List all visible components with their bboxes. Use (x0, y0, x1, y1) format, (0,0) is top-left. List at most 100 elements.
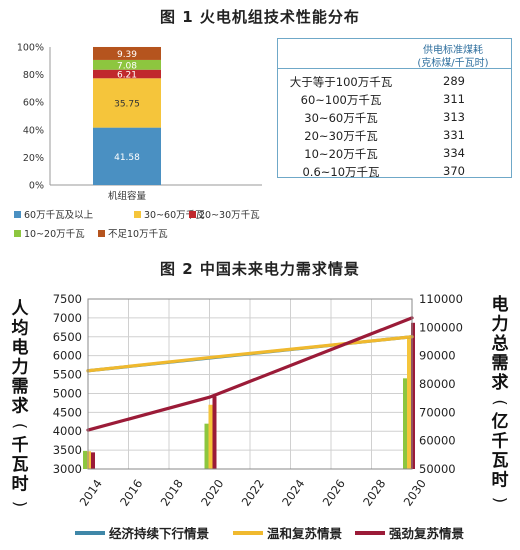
table-row-value: 289 (443, 74, 465, 88)
chart2-x-tick-label: 2024 (279, 477, 307, 509)
chart2-right-tick-label: 100000 (419, 320, 463, 334)
chart2-right-tick-label: 60000 (419, 434, 456, 448)
chart2-bar (212, 396, 217, 469)
chart2-right-axis-label: 电 (492, 294, 509, 315)
chart2-left-axis-label: 均 (12, 318, 29, 339)
chart1-data-label: 41.58 (114, 153, 140, 163)
chart2-right-tick-label: 70000 (419, 405, 456, 419)
table-row-label: 大于等于100万千瓦 (289, 75, 393, 89)
chart2-x-tick-label: 2020 (198, 477, 226, 509)
chart2-left-axis-label: 时 (12, 475, 29, 495)
chart2-right-axis-label: 总 (492, 333, 509, 354)
chart1-legend-swatch (189, 211, 196, 218)
chart1-y-tick-label: 100% (17, 43, 44, 54)
chart2-x-tick-label: 2026 (320, 477, 348, 509)
chart2-frame (87, 298, 413, 470)
table-row: 60~100万千瓦 311 (278, 90, 511, 108)
table-row-value: 331 (443, 128, 465, 142)
table-row-label: 30~60万千瓦 (304, 111, 378, 125)
chart2-left-tick-label: 3000 (53, 462, 82, 476)
chart2-bar (83, 450, 87, 469)
chart2-right-axis-label: 求 (492, 372, 509, 393)
table-row: 0.6~10万千瓦 370 (278, 162, 511, 180)
chart2-right-tick-label: 50000 (419, 462, 456, 476)
figure1-title: 图 1 火电机组技术性能分布 (160, 8, 360, 26)
chart2-x-tick-label: 2030 (401, 477, 429, 509)
chart1-bar-segment (93, 46, 161, 60)
chart2-left-tick-label: 6500 (53, 330, 82, 344)
coal-consumption-table: 供电标准煤耗 (克标煤/千瓦时) 大于等于100万千瓦 289 60~100万千瓦 3… (277, 38, 512, 180)
chart1-category-label: 机组容量 (108, 190, 147, 202)
figure2-title: 图 2 中国未来电力需求情景 (160, 260, 360, 278)
chart2-bar (403, 378, 407, 469)
table-row: 30~60万千瓦 313 (278, 108, 511, 126)
table-row-label: 20~30万千瓦 (304, 129, 378, 143)
table-header-line2: (克标煤/千瓦时) (417, 58, 489, 69)
chart1-bar-segment (93, 78, 161, 128)
table-row: 20~30万千瓦 331 (278, 126, 511, 144)
chart2-x-tick-label: 2018 (158, 477, 186, 509)
chart1-bar-segment (93, 127, 161, 185)
table-row-value: 311 (443, 92, 465, 106)
chart2-x-tick-label: 2014 (77, 477, 105, 509)
table-body: 大于等于100万千瓦 289 60~100万千瓦 311 30~60万千瓦 313 20~3… (278, 69, 511, 180)
stacked-bar-chart: 0% 20% 40% 60% 80% 100% 机组容量 41.58 35.75 6.217.0… (14, 43, 262, 240)
table-row-value: 313 (443, 110, 465, 124)
chart2-bar (87, 451, 91, 469)
chart2-x-tick-label: 2016 (117, 477, 145, 509)
chart2-series-line (86, 316, 414, 432)
chart2-left-axis-label: 瓦 (12, 455, 29, 475)
table-header-line1: 供电标准煤耗 (423, 45, 483, 56)
chart2-left-tick-label: 4500 (53, 405, 82, 419)
chart2-left-tick-label: 5000 (53, 386, 82, 400)
table-row-label: 10~20万千瓦 (304, 147, 378, 161)
table-row: 10~20万千瓦 334 (278, 144, 511, 162)
chart2-left-axis-label: 求 (12, 396, 29, 417)
chart2-left-axis-label: ) (11, 501, 30, 507)
chart2-x-tick-label: 2028 (360, 477, 388, 509)
table-row-label: 60~100万千瓦 (300, 93, 382, 107)
chart2-left-tick-label: 5500 (53, 368, 82, 382)
chart1-legend-swatch (134, 211, 141, 218)
chart2-left-tick-label: 4000 (53, 424, 82, 438)
table-row: 大于等于100万千瓦 289 (278, 72, 511, 90)
chart1-y-tick-label: 60% (23, 98, 44, 109)
chart2-bar (411, 322, 415, 469)
chart2-left-axis-label: 千 (12, 436, 29, 456)
chart1-data-label: 6.21 (117, 70, 137, 80)
chart1-bar-segment (93, 59, 161, 70)
chart1-legend-swatch (14, 230, 21, 237)
chart2-bar (91, 452, 95, 469)
chart2-bar (407, 336, 411, 469)
chart2-right-tick-label: 80000 (419, 377, 456, 391)
chart1-legend-label: 60万千瓦及以上 (24, 210, 94, 221)
chart1-legend-label: 不足10万千瓦 (108, 229, 168, 240)
chart2-bar (208, 404, 213, 469)
chart2-left-tick-label: 6000 (53, 349, 82, 363)
chart2-right-axis-label: 瓦 (492, 451, 509, 471)
chart2-right-axis-label: 需 (492, 354, 509, 374)
chart1-y-tick-label: 40% (23, 125, 44, 136)
chart2-right-tick-label: 90000 (419, 349, 456, 363)
chart2-right-axis-label: 时 (492, 471, 509, 491)
chart2-right-tick-label: 110000 (419, 292, 463, 306)
table-header: 供电标准煤耗 (克标煤/千瓦时) (278, 39, 511, 69)
chart1-y-tick-label: 0% (29, 181, 44, 192)
chart2-legend-label: 经济持续下行情景 (109, 526, 210, 541)
chart1-data-label: 9.39 (117, 50, 137, 60)
chart2-left-axis-label: 人 (12, 299, 30, 319)
chart2-x-tick-label: 2022 (239, 477, 267, 509)
table-row-value: 334 (443, 146, 465, 160)
chart2-left-axis-label: 需 (12, 377, 29, 397)
chart2-right-axis-label: 力 (492, 314, 509, 335)
chart2-left-tick-label: 7500 (53, 292, 82, 306)
chart2-legend-label: 温和复苏情景 (267, 526, 343, 541)
chart1-legend-swatch (14, 211, 21, 218)
chart1-data-label: 35.75 (114, 99, 140, 109)
chart2-left-axis-label: 力 (12, 357, 29, 378)
chart1-data-label: 7.08 (117, 61, 137, 71)
table-row-value: 370 (443, 164, 465, 178)
demand-scenario-chart: 3000 3500 4000 4500 5000 5500 6000 6500 7000 7500… (11, 292, 510, 541)
chart1-legend-label: 30~60万千瓦 (144, 210, 205, 221)
chart2-left-tick-label: 3500 (53, 443, 82, 457)
